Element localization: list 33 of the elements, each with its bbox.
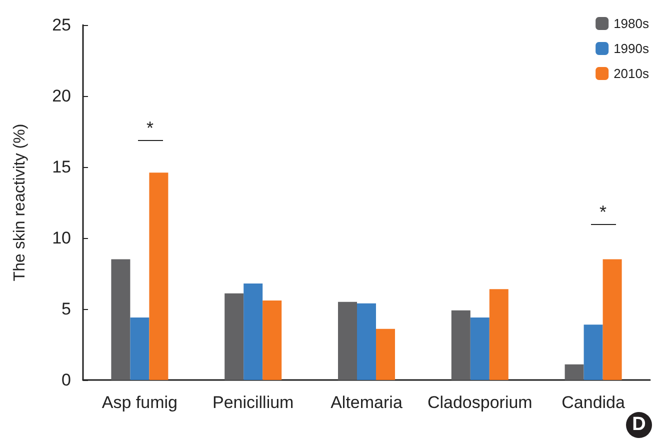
y-tick-label: 20 [52,86,71,106]
legend-label: 1990s [614,41,650,56]
x-tick-label: Altemaria [330,393,403,412]
bar [602,259,622,380]
x-tick-label: Cladosporium [427,393,532,412]
bar [111,259,130,380]
bar [451,310,470,380]
bar [224,293,244,380]
y-tick-label: 15 [52,158,71,176]
panel-badge: D [626,412,652,438]
annotation: * [146,118,154,138]
x-tick-label: Candida [562,393,626,412]
y-tick-label: 0 [62,370,71,390]
y-tick-label: 10 [52,228,71,248]
bar [262,300,282,380]
legend-label: 2010s [614,66,650,81]
bar [470,318,490,380]
y-tick-label: 25 [52,16,71,34]
bar [244,283,263,380]
annotation: * [599,202,607,222]
x-tick-label: Asp fumig [102,393,178,412]
bar [489,289,508,380]
y-tick-label: 5 [62,300,71,318]
bar [149,172,168,380]
bar [338,302,357,380]
y-axis-title: The skin reactivity (%) [12,124,28,282]
bar [584,324,603,380]
bar [130,318,150,380]
bar [376,328,395,380]
legend-label: 1980s [614,16,650,31]
bar [564,364,584,380]
x-tick-label: Penicillium [212,393,294,412]
bar [357,303,376,380]
